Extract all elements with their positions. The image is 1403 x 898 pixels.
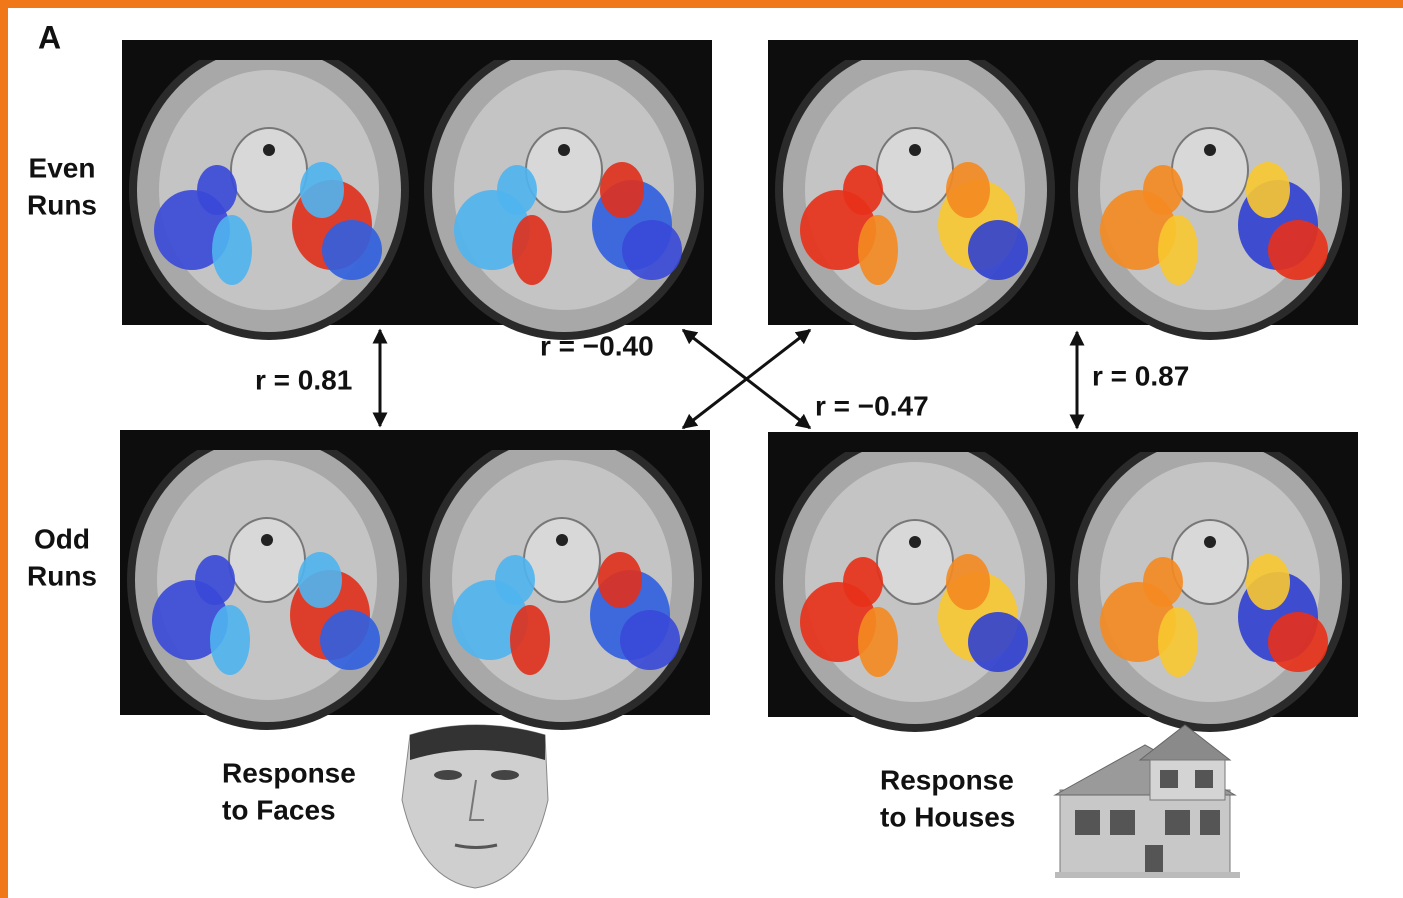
activation-blob (620, 610, 680, 670)
activation-blob (843, 557, 883, 607)
correlation-label: r = 0.87 (1092, 360, 1189, 391)
brain-image (417, 40, 712, 340)
activation-blob (1268, 220, 1328, 280)
brain-image (122, 40, 417, 340)
correlation-label: r = −0.40 (540, 330, 654, 361)
brain-slice (1063, 40, 1358, 340)
activation-blob (968, 220, 1028, 280)
caption: to Faces (222, 794, 336, 825)
figure: A Even Runs Odd Runs r = 0.81 r = −0.40 … (0, 0, 1403, 898)
correlation-label: r = 0.81 (255, 364, 352, 395)
activation-blob (300, 162, 344, 218)
activation-blob (212, 215, 252, 285)
activation-blob (320, 610, 380, 670)
brain-slice (768, 40, 1063, 340)
caption: Response (222, 757, 356, 788)
frame-left (0, 0, 8, 898)
activation-blob (968, 612, 1028, 672)
brain-image (768, 432, 1063, 732)
row-label: Odd (34, 523, 90, 554)
arrows (380, 330, 1077, 428)
brain-slice (768, 432, 1063, 732)
activation-blob (298, 552, 342, 608)
activation-blob (1143, 165, 1183, 215)
panel-label: A (38, 19, 61, 55)
activation-blob (197, 165, 237, 215)
activation-blob (858, 607, 898, 677)
caption: to Houses (880, 801, 1015, 832)
activation-blob (1158, 607, 1198, 677)
face-image (402, 725, 548, 888)
activation-blob (843, 165, 883, 215)
activation-blob (946, 554, 990, 610)
activation-blob (1246, 554, 1290, 610)
brain-slice (415, 430, 710, 730)
activation-blob (946, 162, 990, 218)
brain-image (768, 40, 1063, 340)
activation-blob (600, 162, 644, 218)
brain-image (120, 430, 415, 730)
activation-blob (1268, 612, 1328, 672)
activation-blob (497, 165, 537, 215)
house-image (1055, 725, 1240, 878)
activation-blob (195, 555, 235, 605)
activation-blob (1246, 162, 1290, 218)
activation-blob (510, 605, 550, 675)
activation-blob (495, 555, 535, 605)
caption: Response (880, 764, 1014, 795)
activation-blob (512, 215, 552, 285)
activation-blob (598, 552, 642, 608)
activation-blob (622, 220, 682, 280)
brain-image (1063, 40, 1358, 340)
brain-slice (120, 430, 415, 730)
activation-blob (1143, 557, 1183, 607)
brain-slice (122, 40, 417, 340)
correlation-label: r = −0.47 (815, 390, 929, 421)
activation-blob (322, 220, 382, 280)
activation-blob (210, 605, 250, 675)
activation-blob (858, 215, 898, 285)
activation-blob (1158, 215, 1198, 285)
brain-slice (417, 40, 712, 340)
brain-image (415, 430, 710, 730)
row-label: Runs (27, 189, 97, 220)
row-label: Runs (27, 560, 97, 591)
brain-slice (1063, 432, 1358, 732)
row-label: Even (29, 152, 96, 183)
frame-top (0, 0, 1403, 8)
brain-image (1063, 432, 1358, 732)
